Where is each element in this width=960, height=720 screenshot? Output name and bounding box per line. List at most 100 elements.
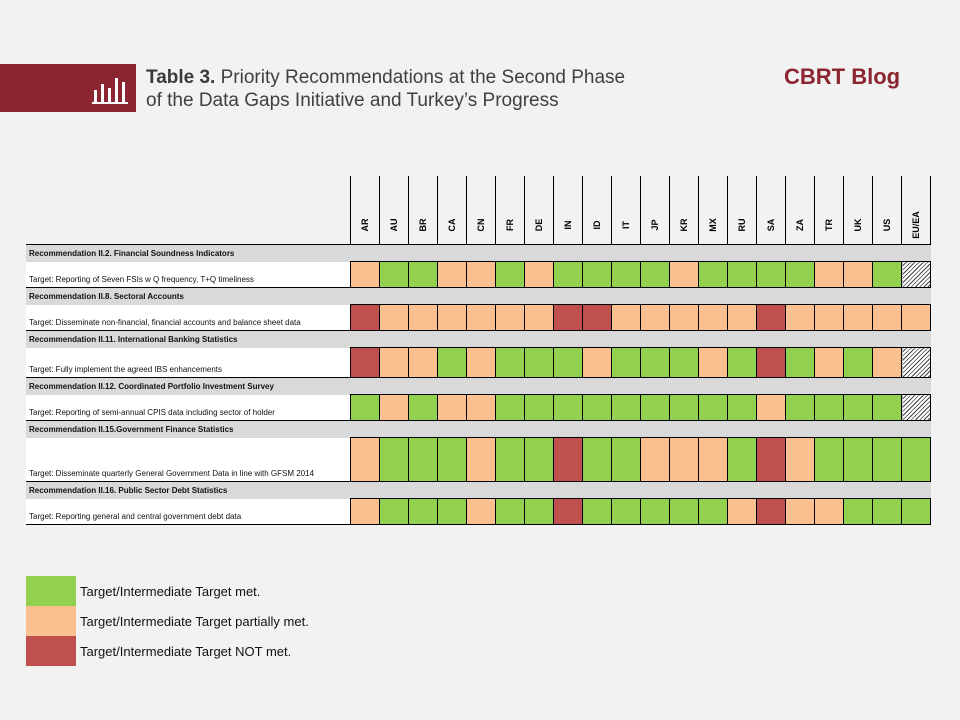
table-corner (26, 176, 351, 245)
country-code: ID (592, 220, 602, 230)
status-cell-fr (495, 261, 525, 288)
country-header: KR (669, 176, 699, 245)
status-cell-cn (466, 437, 496, 482)
status-cell-ar (350, 304, 380, 331)
status-cell-br (408, 437, 438, 482)
status-cell-id (582, 261, 612, 288)
status-cell-kr (669, 347, 699, 378)
status-cell-it (611, 498, 641, 525)
recommendation-row: Recommendation II.11. International Bank… (26, 330, 931, 348)
recommendation-title: Recommendation II.2. Financial Soundness… (26, 244, 931, 262)
country-code: AU (389, 218, 399, 232)
country-code: KR (679, 218, 689, 232)
country-code: BR (418, 218, 428, 232)
status-cell-us (872, 437, 902, 482)
country-header: IT (611, 176, 641, 245)
status-cell-tr (814, 498, 844, 525)
status-cell-cn (466, 498, 496, 525)
status-cell-kr (669, 498, 699, 525)
status-cell-us (872, 347, 902, 378)
country-header-row: AR AU BR CA CN FR DE IN ID IT JP KR MX RU SA ZA TR UK US EU… (26, 176, 931, 245)
legend-item: Target/Intermediate Target met. (26, 576, 309, 606)
target-row: Target: Disseminate non-financial, finan… (26, 304, 931, 331)
status-cell-fr (495, 437, 525, 482)
status-cell-za (785, 304, 815, 331)
status-cell-eu-ea (901, 394, 931, 421)
status-cell-mx (698, 261, 728, 288)
status-cell-de (524, 437, 554, 482)
status-cell-ar (350, 347, 380, 378)
status-cell-za (785, 437, 815, 482)
status-cell-jp (640, 498, 670, 525)
status-cell-it (611, 394, 641, 421)
status-cell-tr (814, 437, 844, 482)
recommendation-title: Recommendation II.12. Coordinated Portfo… (26, 377, 931, 395)
status-cell-de (524, 261, 554, 288)
country-code: ZA (795, 219, 805, 231)
status-cell-jp (640, 437, 670, 482)
legend: Target/Intermediate Target met. Target/In… (26, 576, 309, 666)
country-header: CA (437, 176, 467, 245)
status-cell-it (611, 261, 641, 288)
target-label: Target: Disseminate non-financial, finan… (26, 304, 351, 331)
status-cell-jp (640, 304, 670, 331)
country-header: MX (698, 176, 728, 245)
status-cell-kr (669, 304, 699, 331)
status-cell-jp (640, 347, 670, 378)
recommendation-row: Recommendation II.2. Financial Soundness… (26, 244, 931, 262)
status-cell-kr (669, 261, 699, 288)
status-cell-fr (495, 498, 525, 525)
country-code: US (882, 218, 892, 232)
country-code: RU (737, 218, 747, 232)
legend-label: Target/Intermediate Target met. (80, 583, 261, 599)
status-cell-uk (843, 261, 873, 288)
status-cell-br (408, 304, 438, 331)
status-cell-jp (640, 394, 670, 421)
country-code: MX (708, 218, 718, 232)
country-header: CN (466, 176, 496, 245)
recommendation-title: Recommendation II.11. International Bank… (26, 330, 931, 348)
status-cell-tr (814, 394, 844, 421)
country-header: DE (524, 176, 554, 245)
status-cell-sa (756, 304, 786, 331)
status-cell-it (611, 347, 641, 378)
status-cell-au (379, 304, 409, 331)
legend-item: Target/Intermediate Target NOT met. (26, 636, 309, 666)
status-cell-it (611, 304, 641, 331)
status-cell-id (582, 304, 612, 331)
status-cell-ru (727, 304, 757, 331)
status-cell-cn (466, 347, 496, 378)
status-cell-mx (698, 498, 728, 525)
country-code: TR (824, 219, 834, 231)
status-cell-in (553, 394, 583, 421)
status-cell-mx (698, 304, 728, 331)
status-cell-cn (466, 304, 496, 331)
country-code: CN (476, 218, 486, 232)
status-cell-de (524, 347, 554, 378)
status-cell-uk (843, 498, 873, 525)
country-code: AR (360, 218, 370, 232)
target-row: Target: Disseminate quarterly General Go… (26, 437, 931, 482)
status-cell-sa (756, 498, 786, 525)
status-cell-in (553, 437, 583, 482)
recommendation-row: Recommendation II.16. Public Sector Debt… (26, 481, 931, 499)
status-cell-cn (466, 261, 496, 288)
title-line-2: of the Data Gaps Initiative and Turkey’s… (146, 90, 559, 111)
country-header: ID (582, 176, 612, 245)
status-cell-de (524, 498, 554, 525)
country-code: EU/EA (911, 211, 921, 239)
status-cell-ru (727, 498, 757, 525)
status-cell-uk (843, 437, 873, 482)
target-label: Target: Reporting of semi-annual CPIS da… (26, 394, 351, 421)
recommendation-row: Recommendation II.15.Government Finance … (26, 420, 931, 438)
status-cell-in (553, 261, 583, 288)
target-label: Target: Reporting of Seven FSIs w Q freq… (26, 261, 351, 288)
status-cell-ca (437, 261, 467, 288)
status-cell-au (379, 347, 409, 378)
status-cell-eu-ea (901, 304, 931, 331)
country-header: IN (553, 176, 583, 245)
status-cell-sa (756, 347, 786, 378)
status-cell-au (379, 261, 409, 288)
status-cell-za (785, 394, 815, 421)
title-band (0, 64, 136, 112)
